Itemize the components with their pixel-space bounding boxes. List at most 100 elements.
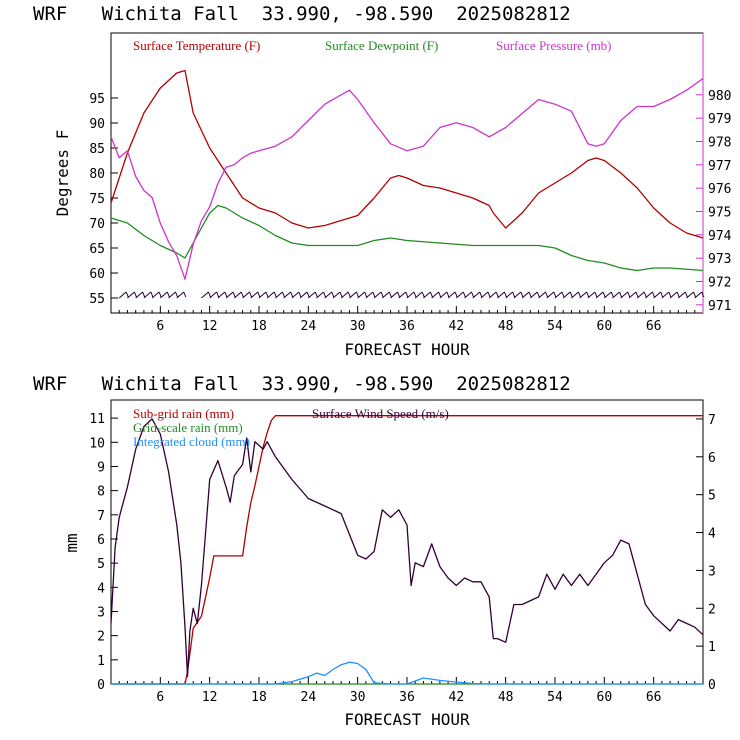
x-tick-label: 6 <box>156 319 164 334</box>
wind-barb-staff <box>678 291 686 299</box>
panel-1-y-ticks: 55 60 65 70 75 80 85 90 95 <box>89 92 118 307</box>
wind-barb-flag <box>561 291 565 298</box>
wind-barb-flag <box>347 291 351 298</box>
panel-2-legend: Sub-grid rain (mm) Surface Wind Speed (m… <box>133 406 449 449</box>
wind-barb-flag <box>651 291 655 298</box>
wind-barb-flag <box>512 291 516 298</box>
wind-barb-flag <box>273 291 277 298</box>
wind-barb-staff <box>636 291 645 299</box>
wind-barb-flag <box>487 291 491 298</box>
y-tick-label: 55 <box>89 292 105 307</box>
wind-barb-flag <box>553 291 557 298</box>
y2-tick-label: 1 <box>708 640 716 655</box>
wind-barb-flag <box>158 291 162 298</box>
x-tick-label: 30 <box>350 319 366 334</box>
wind-barb-staff <box>686 291 694 299</box>
wind-barb-staff <box>324 291 333 299</box>
wind-barb-staff <box>382 291 390 299</box>
wind-barb-flag <box>643 291 647 298</box>
series-surface-wind-speed-line <box>110 418 704 678</box>
wind-barb-staff <box>447 291 456 299</box>
wind-barb-staff <box>480 291 489 299</box>
x-tick-label: 48 <box>498 319 514 334</box>
series-surface-pressure-line <box>110 77 704 280</box>
x-tick-label: 18 <box>251 690 267 705</box>
wind-barb-flag <box>240 291 244 298</box>
wind-barb-staff <box>546 291 555 299</box>
y2-tick-label: 0 <box>708 678 716 693</box>
wind-barb-staff <box>554 291 563 299</box>
y2-tick-label: 972 <box>708 276 731 291</box>
y-tick-label: 4 <box>97 581 105 596</box>
wind-barb-flag <box>421 291 425 298</box>
wind-barb-flag <box>405 291 409 298</box>
y2-tick-label: 971 <box>708 299 731 314</box>
y-tick-label: 75 <box>89 192 105 207</box>
y2-tick-label: 3 <box>708 564 716 579</box>
wind-barb-staff <box>464 291 472 299</box>
wind-barb-staff <box>135 291 143 299</box>
wind-barb-flag <box>265 291 269 298</box>
y2-tick-label: 980 <box>708 89 731 104</box>
panel-2-title: WRF Wichita Fall 33.990, -98.590 2025082… <box>33 373 571 395</box>
y-tick-label: 1 <box>97 654 105 669</box>
wind-barb-flag <box>660 291 664 298</box>
wind-barb-staff <box>201 291 209 299</box>
wind-barb-staff <box>151 291 160 299</box>
legend-surface-wind-speed: Surface Wind Speed (m/s) <box>312 406 449 421</box>
wind-barb-flag <box>175 291 179 298</box>
wind-barb-flag <box>479 291 483 298</box>
wind-barb-staff <box>423 291 431 299</box>
y2-tick-label: 5 <box>708 489 716 504</box>
legend-surface-dewpoint: Surface Dewpoint (F) <box>325 38 438 53</box>
wind-barb-staff <box>209 291 217 299</box>
wind-barb-flag <box>635 291 639 298</box>
wind-barb-staff <box>365 291 374 299</box>
wind-barb-flag <box>232 291 236 298</box>
wind-barb-staff <box>332 291 341 299</box>
wind-barb-staff <box>168 291 176 299</box>
wind-barb-flag <box>388 291 392 298</box>
wind-barb-flag <box>619 291 623 298</box>
x-tick-label: 18 <box>251 319 267 334</box>
y2-tick-label: 978 <box>708 136 731 151</box>
wind-barb-flag <box>290 291 294 298</box>
y-tick-label: 95 <box>89 92 105 107</box>
wind-barb-flag <box>372 291 376 298</box>
legend-subgrid-rain: Sub-grid rain (mm) <box>133 406 234 421</box>
y-tick-label: 80 <box>89 167 105 182</box>
panel-2-x-axis-label: FORECAST HOUR <box>344 710 470 729</box>
wind-barb-flag <box>503 291 507 298</box>
wind-barb-flag <box>323 291 327 298</box>
panel-1-wind-barbs <box>118 291 705 299</box>
y2-tick-label: 977 <box>708 159 731 174</box>
wind-barb-flag <box>545 291 549 298</box>
wind-barb-flag <box>668 291 672 298</box>
y2-tick-label: 976 <box>708 182 731 197</box>
y-tick-label: 60 <box>89 267 105 282</box>
legend-integrated-cloud: Integrated cloud (mm) <box>133 434 250 449</box>
y-tick-label: 10 <box>89 436 105 451</box>
panel-1-x-ticks: 6 12 18 24 30 36 42 48 54 60 66 <box>118 306 696 334</box>
wind-barb-flag <box>569 291 573 298</box>
wind-barb-staff <box>431 291 439 299</box>
wind-barb-staff <box>456 291 464 299</box>
wind-barb-flag <box>397 291 401 298</box>
wind-barb-staff <box>118 291 127 299</box>
y2-tick-label: 979 <box>708 112 731 127</box>
wind-barb-staff <box>694 291 703 299</box>
wind-barb-staff <box>612 291 620 299</box>
wind-barb-staff <box>357 291 365 299</box>
wind-barb-staff <box>217 291 226 299</box>
x-tick-label: 6 <box>156 690 164 705</box>
wind-barb-flag <box>520 291 524 298</box>
y-tick-label: 5 <box>97 557 105 572</box>
x-tick-label: 24 <box>301 690 317 705</box>
wind-barb-flag <box>355 291 359 298</box>
x-tick-label: 36 <box>399 690 415 705</box>
wind-barb-flag <box>495 291 499 298</box>
wind-barb-staff <box>299 291 308 299</box>
x-tick-label: 12 <box>202 690 218 705</box>
series-sub-grid-rain-line <box>111 415 703 685</box>
series-surface-dewpoint-line <box>110 204 704 272</box>
